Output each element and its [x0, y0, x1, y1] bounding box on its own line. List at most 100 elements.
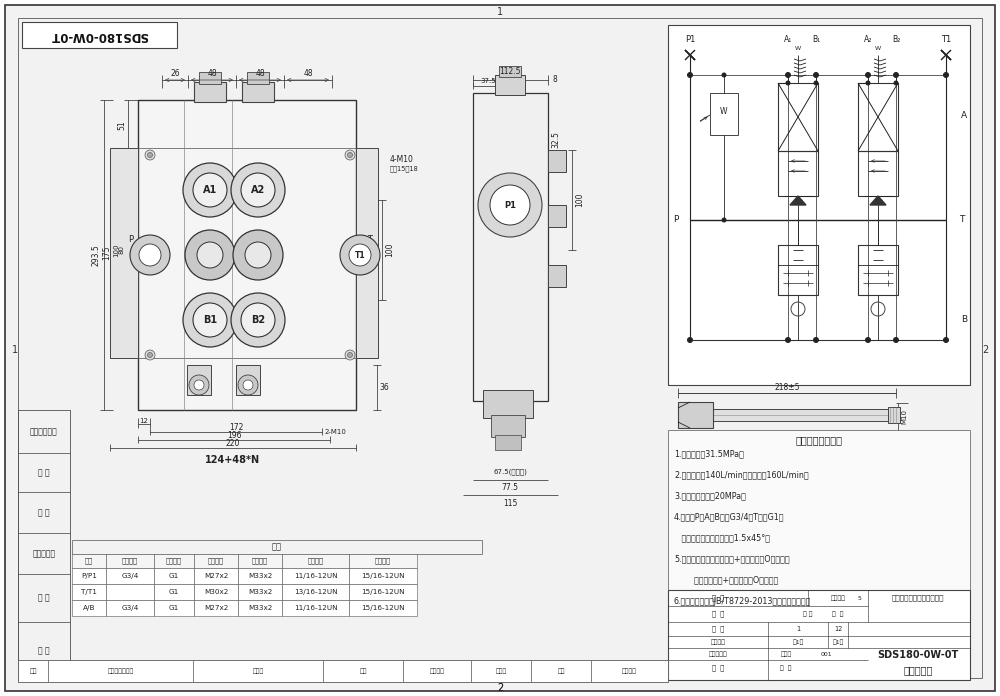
Circle shape [241, 173, 275, 207]
Text: A: A [961, 111, 967, 120]
Circle shape [490, 185, 530, 225]
Text: B: B [961, 315, 967, 324]
Text: 100: 100 [113, 243, 119, 257]
Bar [495, 75, 525, 95]
Circle shape [130, 235, 170, 275]
Text: 26: 26 [170, 68, 180, 77]
Circle shape [340, 235, 380, 275]
Text: M33x2: M33x2 [248, 573, 272, 579]
Text: 67.5(螺纹处): 67.5(螺纹处) [493, 468, 527, 475]
Circle shape [944, 338, 948, 342]
Circle shape [194, 380, 204, 390]
Bar [668, 590, 970, 680]
Bar [18, 622, 70, 680]
Bar [349, 584, 417, 600]
Bar [72, 540, 482, 554]
Circle shape [148, 152, 152, 157]
Bar [18, 574, 70, 622]
Bar [242, 82, 274, 102]
Text: 100: 100 [576, 193, 584, 207]
Bar [18, 660, 668, 682]
Bar [18, 492, 70, 533]
Text: 218±5: 218±5 [774, 383, 800, 393]
Text: 油口: 油口 [85, 557, 93, 564]
Text: T1: T1 [941, 35, 951, 43]
Text: 借通用件登记: 借通用件登记 [30, 427, 58, 436]
Text: 灭火剂容量保管: 灭火剂容量保管 [107, 668, 134, 674]
Circle shape [814, 81, 818, 85]
Text: 螺纹规格: 螺纹规格 [308, 557, 324, 564]
Bar [72, 584, 106, 600]
Text: B₂: B₂ [892, 35, 900, 43]
Bar [356, 148, 378, 358]
Circle shape [193, 173, 227, 207]
Bar [495, 435, 521, 450]
Text: 旧更档案: 旧更档案 [622, 668, 637, 674]
Text: 底本号: 底本号 [780, 651, 792, 657]
Circle shape [231, 293, 285, 347]
Bar [236, 365, 260, 395]
Text: W: W [875, 45, 881, 51]
Bar [282, 600, 349, 616]
Text: 底  图: 底 图 [780, 665, 792, 671]
Text: 77.5: 77.5 [502, 484, 518, 493]
Text: 293.5: 293.5 [92, 244, 100, 266]
Circle shape [189, 375, 209, 395]
Text: 孔深15螺18: 孔深15螺18 [390, 166, 419, 173]
Bar [282, 568, 349, 584]
Text: 2: 2 [982, 345, 988, 355]
Bar [499, 66, 521, 77]
Circle shape [688, 72, 692, 77]
Text: 12: 12 [140, 418, 148, 424]
Bar [154, 554, 194, 568]
Circle shape [894, 338, 898, 342]
Circle shape [197, 242, 223, 268]
Text: 比  例: 比 例 [832, 611, 844, 617]
Bar [238, 568, 282, 584]
Circle shape [866, 72, 870, 77]
Bar [154, 600, 194, 616]
Text: 112.5: 112.5 [499, 67, 521, 75]
Circle shape [243, 380, 253, 390]
Text: 校 描: 校 描 [38, 508, 50, 517]
Circle shape [345, 150, 355, 160]
Text: T1: T1 [355, 251, 365, 260]
Text: 36: 36 [379, 383, 389, 391]
Circle shape [348, 152, 352, 157]
Text: 第1张: 第1张 [832, 639, 844, 644]
Bar [238, 554, 282, 568]
Text: P1: P1 [685, 35, 695, 43]
Circle shape [786, 72, 790, 77]
Bar [110, 148, 138, 358]
Text: 3.安全阀调定压力20MPa；: 3.安全阀调定压力20MPa； [674, 491, 746, 500]
Polygon shape [678, 402, 690, 408]
Circle shape [478, 173, 542, 237]
Text: 32.5: 32.5 [552, 132, 560, 148]
Text: 2-M10: 2-M10 [325, 429, 347, 435]
Bar [18, 410, 70, 453]
Text: 制  图: 制 图 [712, 610, 724, 617]
Text: 175: 175 [103, 246, 112, 260]
Circle shape [145, 350, 155, 360]
Circle shape [238, 375, 258, 395]
Bar [548, 205, 566, 227]
Text: 共1张: 共1张 [792, 639, 804, 644]
Bar [106, 600, 154, 616]
Circle shape [688, 338, 692, 342]
Bar [199, 72, 221, 84]
Bar [349, 600, 417, 616]
Bar [72, 568, 106, 584]
Circle shape [866, 81, 870, 85]
Text: 51: 51 [118, 120, 126, 130]
Circle shape [345, 350, 355, 360]
Text: 8: 8 [553, 75, 557, 84]
Text: M27x2: M27x2 [204, 605, 228, 611]
Bar [858, 83, 898, 151]
Bar [247, 72, 269, 84]
Text: 4-M10: 4-M10 [390, 155, 414, 164]
Text: 工艺检查: 工艺检查 [710, 639, 726, 644]
Bar [18, 453, 70, 492]
Bar [72, 600, 106, 616]
Text: 审  对: 审 对 [712, 626, 724, 632]
Bar [403, 660, 471, 682]
